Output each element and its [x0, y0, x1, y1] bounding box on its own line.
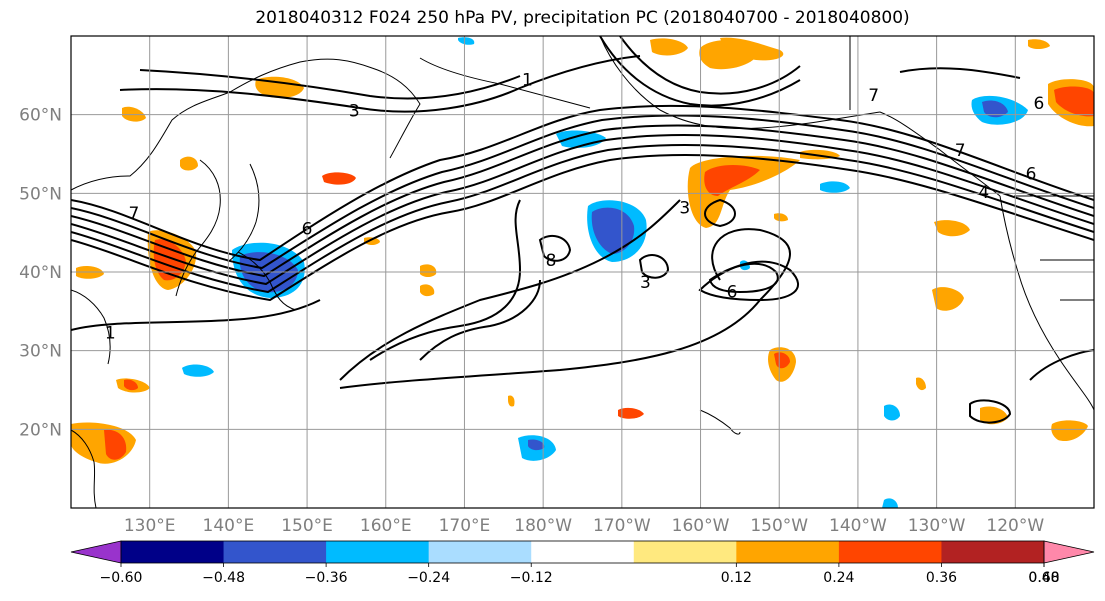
contour-label: 8 [546, 251, 557, 271]
lon-tick-label: 160°E [360, 516, 412, 536]
latitude-ticks: 60°N 50°N 40°N 30°N 20°N [19, 106, 62, 441]
coastlines [71, 36, 1094, 508]
lon-tick-label: 140°E [203, 516, 255, 536]
lon-tick-label: 130°E [124, 516, 176, 536]
lon-tick-label: 180°W [514, 516, 572, 536]
lat-tick-label: 60°N [19, 106, 62, 126]
longitude-ticks: 130°E 140°E 150°E 160°E 170°E 180°W 170°W 160°W… [124, 516, 1045, 536]
lon-tick-label: 150°W [750, 516, 808, 536]
colorbar-min-extend [70, 540, 122, 564]
colorbar-tick-label: −0.24 [407, 570, 450, 586]
colorbar-segment [121, 541, 225, 563]
lon-tick-label: 160°W [672, 516, 730, 536]
lon-tick-label: 140°W [829, 516, 887, 536]
lat-tick-label: 40°N [19, 263, 62, 283]
contour-label: 6 [1026, 165, 1037, 185]
map-title: 2018040312 F024 250 hPa PV, precipitatio… [255, 8, 910, 28]
colorbar-segment [941, 541, 1045, 563]
colorbar-tick-label: −0.48 [202, 570, 245, 586]
contour-label: 7 [129, 204, 140, 224]
contour-label: 3 [349, 102, 360, 122]
colorbar-segment [838, 541, 942, 563]
lat-tick-label: 30°N [19, 342, 62, 362]
colorbar-tick-label: −0.60 [100, 570, 143, 586]
contour-labels: 1 7 6 6 4 7 3 7 6 3 3 6 8 1 [105, 70, 1044, 343]
contour-label: 3 [679, 198, 690, 218]
contour-label: 3 [640, 273, 651, 293]
pv-contours [71, 36, 1094, 424]
colorbar-segment [633, 541, 737, 563]
contour-label: 1 [522, 70, 533, 90]
lon-tick-label: 170°E [439, 516, 491, 536]
graticule [71, 36, 1094, 508]
contour-label: 6 [302, 220, 313, 240]
lon-tick-label: 150°E [281, 516, 333, 536]
lon-tick-label: 170°W [593, 516, 651, 536]
contour-label: 1 [105, 324, 116, 344]
colorbar-ticks: −0.60 −0.48 −0.36 −0.24 −0.12 0.12 0.24 0.36 0.4… [100, 563, 1060, 586]
colorbar-tick-label: −0.36 [305, 570, 348, 586]
contour-label: 7 [955, 141, 966, 161]
colorbar-max-extend [1043, 540, 1095, 564]
contour-label: 6 [1034, 94, 1045, 114]
colorbar-tick-label: 0.12 [721, 570, 752, 586]
colorbar-outline [120, 540, 1045, 564]
colorbar-tick-label: 0.36 [926, 570, 957, 586]
colorbar-tick-label: −0.12 [510, 570, 553, 586]
colorbar-segment [531, 541, 635, 563]
colorbar-tick-label: 0.60 [1028, 570, 1059, 586]
contour-label: 6 [727, 283, 738, 303]
colorbar [70, 540, 1095, 564]
map-frame [70, 35, 1095, 509]
colorbar-segment [326, 541, 430, 563]
contour-label: 7 [868, 86, 879, 106]
colorbar-tick-label: 0.48 [1028, 570, 1059, 586]
lat-tick-label: 50°N [19, 184, 62, 204]
colorbar-segment [428, 541, 532, 563]
lat-tick-label: 20°N [19, 420, 62, 440]
colorbar-tick-label: 0.24 [823, 570, 854, 586]
lon-tick-label: 120°W [986, 516, 1044, 536]
lon-tick-label: 130°W [908, 516, 966, 536]
colorbar-segment [223, 541, 327, 563]
colorbar-segment [736, 541, 840, 563]
contour-label: 4 [978, 183, 989, 203]
